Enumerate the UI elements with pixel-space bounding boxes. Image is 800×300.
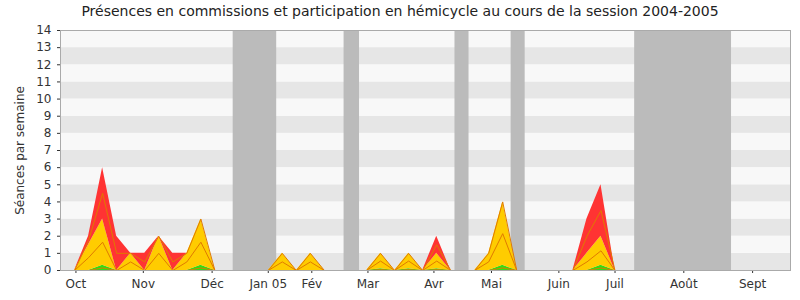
svg-text:Août: Août <box>670 277 698 291</box>
svg-text:6: 6 <box>44 160 52 174</box>
svg-text:Mar: Mar <box>357 277 380 291</box>
svg-text:8: 8 <box>44 126 52 140</box>
svg-text:Jan 05: Jan 05 <box>248 277 287 291</box>
svg-text:12: 12 <box>36 58 51 72</box>
html-text:Présences en commissions et pa: Présences en commissions et participatio… <box>81 3 719 19</box>
svg-text:10: 10 <box>36 92 51 106</box>
svg-text:Fév: Fév <box>301 277 322 291</box>
svg-text:Juil: Juil <box>605 277 624 291</box>
svg-text:Juin: Juin <box>547 277 570 291</box>
svg-text:0: 0 <box>44 263 52 277</box>
svg-text:7: 7 <box>44 143 52 157</box>
svg-text:Avr: Avr <box>424 277 444 291</box>
svg-text:13: 13 <box>36 40 51 54</box>
svg-text:Mai: Mai <box>481 277 502 291</box>
svg-text:Sept: Sept <box>739 277 767 291</box>
svg-text:3: 3 <box>44 212 52 226</box>
svg-text:4: 4 <box>44 195 52 209</box>
svg-text:1: 1 <box>44 246 52 260</box>
svg-text:11: 11 <box>36 75 51 89</box>
svg-text:Oct: Oct <box>66 277 87 291</box>
svg-text:Séances par semaine: Séances par semaine <box>13 86 27 215</box>
svg-text:2: 2 <box>44 229 52 243</box>
svg-text:14: 14 <box>36 23 51 37</box>
svg-text:9: 9 <box>44 109 52 123</box>
svg-text:Nov: Nov <box>132 277 155 291</box>
svg-text:5: 5 <box>44 178 52 192</box>
svg-text:Déc: Déc <box>200 277 223 291</box>
